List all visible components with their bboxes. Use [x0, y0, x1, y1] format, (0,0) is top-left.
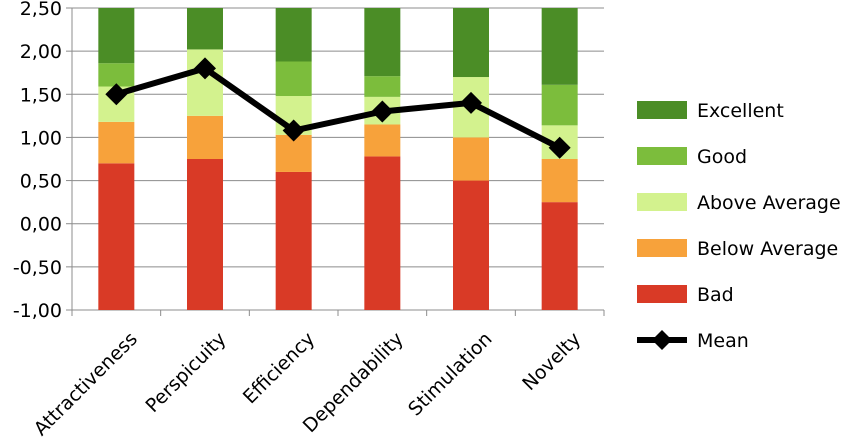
mean-point — [194, 57, 216, 80]
y-tick-label: -1,00 — [13, 300, 62, 322]
bar-segment-below-average — [541, 159, 578, 203]
category-label: Perspicuity — [141, 328, 230, 417]
bar-segment-excellent — [275, 8, 312, 62]
category-label: Attractiveness — [30, 328, 142, 440]
bar-segment-bad — [275, 171, 312, 310]
legend-swatch-excellent — [637, 101, 687, 119]
bar-segment-below-average — [187, 115, 223, 159]
mean-point — [548, 136, 571, 159]
bar-segment-bad — [541, 202, 578, 310]
legend-label-mean: Mean — [697, 330, 749, 352]
bar-segment-good — [275, 61, 312, 97]
legend-swatch-above-average — [637, 193, 687, 211]
bar-segment-excellent — [364, 8, 401, 77]
legend-swatch-good — [637, 147, 687, 165]
bar-segment-bad — [98, 163, 135, 310]
y-tick-label: -0,50 — [13, 257, 62, 279]
legend: Excellent Good Above Average Below Average B… — [637, 100, 841, 352]
bar-segment-good — [98, 63, 135, 87]
y-tick-label: 1,00 — [20, 127, 62, 149]
bars — [98, 8, 578, 310]
mean-point — [282, 119, 305, 142]
y-tick-label: 0,50 — [20, 171, 62, 193]
mean-point — [371, 100, 394, 123]
legend-label: Below Average — [697, 238, 838, 260]
category-label: Novelty — [518, 328, 585, 395]
mean-line — [115, 65, 562, 151]
bar-segment-excellent — [541, 8, 578, 85]
legend-label: Excellent — [697, 100, 784, 122]
bar-segment-good — [364, 76, 401, 97]
legend-swatch-mean-marker — [652, 330, 672, 350]
bar-segment-bad — [364, 156, 401, 310]
bar-segment-below-average — [364, 124, 401, 157]
mean-line-series — [105, 57, 571, 159]
y-tick-label: 2,00 — [20, 41, 62, 63]
bar-segment-excellent — [453, 8, 489, 78]
bar-segment-bad — [187, 159, 223, 310]
bar-segment-bad — [453, 180, 489, 310]
x-axis-labels: Attractiveness Perspicuity EfficiencyDepen… — [30, 328, 586, 440]
mean-point — [105, 83, 128, 106]
category-label: Efficiency — [239, 328, 319, 408]
y-tick-label: 0,00 — [20, 214, 62, 236]
mean-point — [460, 91, 482, 114]
bar-segment-excellent — [98, 8, 135, 64]
legend-label: Above Average — [697, 192, 841, 214]
category-label: Stimulation — [404, 328, 496, 420]
bar-segment-below-average — [98, 121, 135, 164]
bar-segment-good — [541, 84, 578, 126]
gridlines — [66, 7, 605, 316]
legend-label: Bad — [697, 284, 734, 306]
legend-swatch-bad — [637, 285, 687, 303]
y-tick-label: 2,50 — [20, 0, 62, 20]
y-axis-ticks: 2,50 2,00 1,50 1,00 0,50 0,00 -0,50 -1,00 — [13, 0, 62, 322]
y-tick-label: 1,50 — [20, 84, 62, 106]
legend-swatch-below-average — [637, 239, 687, 257]
legend-label: Good — [697, 146, 747, 168]
bar-segment-below-average — [453, 137, 489, 181]
bar-segment-excellent — [187, 8, 223, 50]
